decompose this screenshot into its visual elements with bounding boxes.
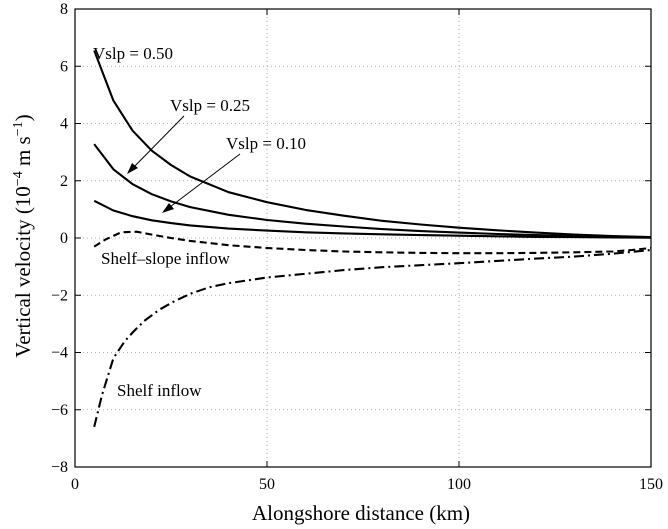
- series-line-1: [94, 51, 651, 238]
- arrow-vslp-010: [166, 154, 240, 210]
- x-tick-label: 150: [639, 476, 663, 493]
- ticks: 0 50 100 150 −8 −6 −4 −2 0 2 4 6 8: [51, 1, 663, 493]
- y-tick-label: 4: [60, 116, 68, 133]
- annotation-vslp-025: Vslp = 0.25: [170, 96, 250, 115]
- y-tick-label: −6: [51, 402, 68, 419]
- x-tick-label: 50: [259, 476, 275, 493]
- series-line-5: [94, 250, 651, 427]
- y-tick-label: 8: [60, 1, 68, 18]
- x-tick-label: 0: [71, 476, 79, 493]
- y-tick-label: 6: [60, 58, 68, 75]
- arrowhead-vslp-010: [162, 203, 174, 213]
- annotation-shelf-inflow: Shelf inflow: [117, 381, 202, 400]
- x-axis-label: Alongshore distance (km): [252, 501, 470, 525]
- y-tick-label: −2: [51, 287, 68, 304]
- y-tick-label: −8: [51, 459, 68, 476]
- annotation-shelf-slope-inflow: Shelf–slope inflow: [101, 249, 231, 268]
- y-tick-label: 2: [60, 173, 68, 190]
- y-tick-label: −4: [51, 345, 68, 362]
- x-tick-label: 100: [447, 476, 471, 493]
- arrow-vslp-025: [130, 116, 184, 171]
- annotation-vslp-010: Vslp = 0.10: [226, 134, 306, 153]
- y-tick-label: 0: [60, 230, 68, 247]
- annotation-vslp-050: Vslp = 0.50: [93, 44, 173, 63]
- y-axis-label: Vertical velocity (10−4 m s−1): [11, 114, 35, 357]
